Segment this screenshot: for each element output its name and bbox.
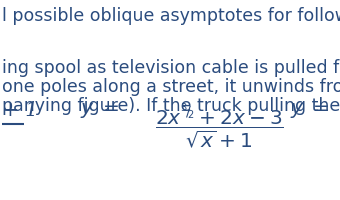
Text: $\mathit{y}\ =$: $\mathit{y}\ =$ [290, 100, 329, 119]
Text: l possible oblique asymptotes for following functio: l possible oblique asymptotes for follow… [2, 7, 340, 25]
Text: ing spool as television cable is pulled from a large: ing spool as television cable is pulled … [2, 59, 340, 77]
Text: one poles along a street, it unwinds from the spoo: one poles along a street, it unwinds fro… [2, 78, 340, 96]
Text: $\dfrac{2x^{^3\!/\!_2}+2x-3}{\sqrt{x}+1}$: $\dfrac{2x^{^3\!/\!_2}+2x-3}{\sqrt{x}+1}… [155, 100, 284, 150]
Text: panying figure). If the truck pulling the cable move: panying figure). If the truck pulling th… [2, 97, 340, 114]
Text: $\mathit{y}\ =$: $\mathit{y}\ =$ [80, 100, 120, 119]
Text: + 1: + 1 [2, 100, 38, 119]
